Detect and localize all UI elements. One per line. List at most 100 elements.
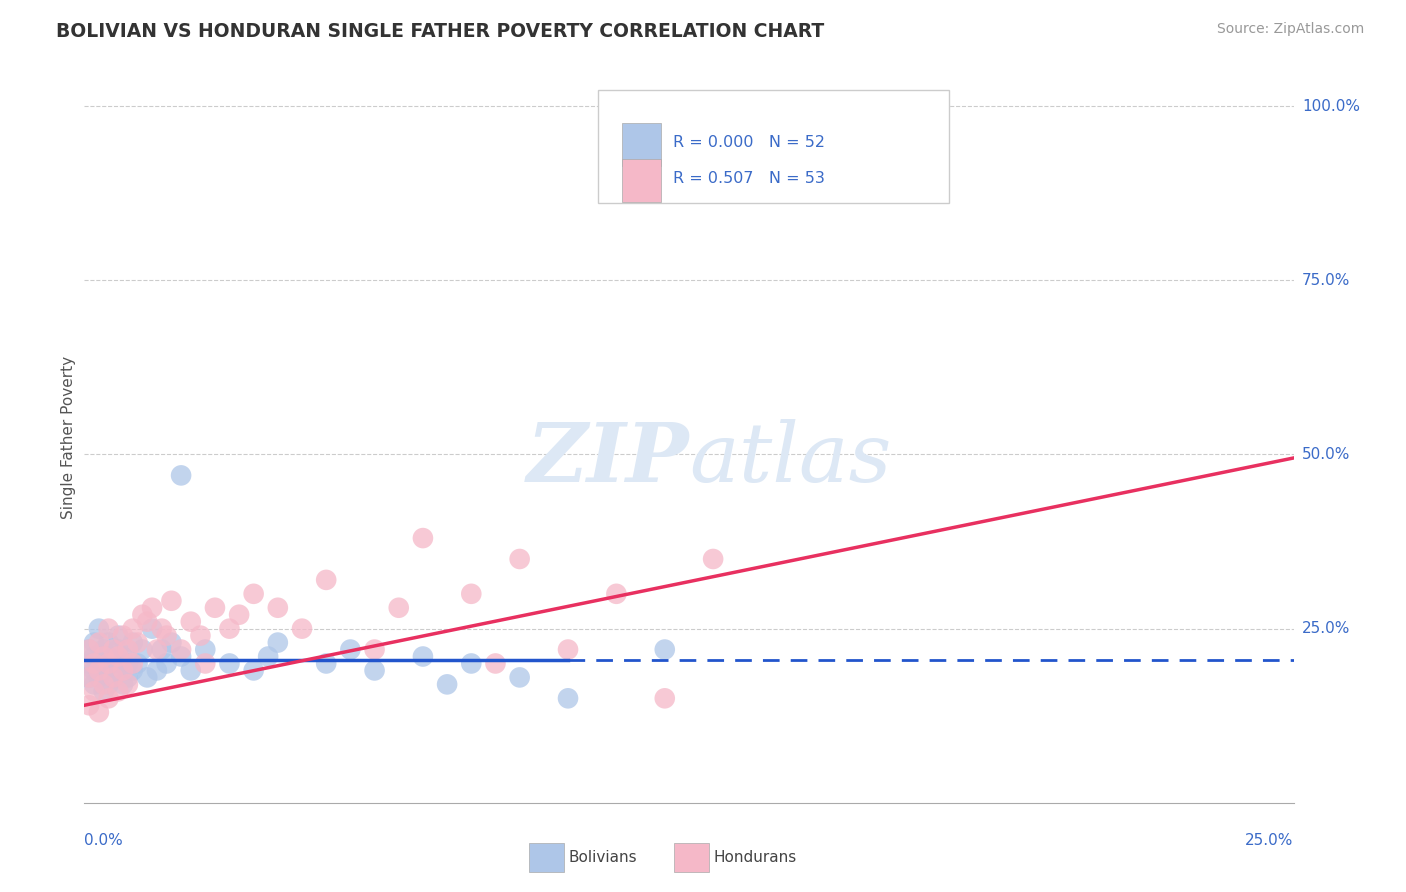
Text: ZIP: ZIP bbox=[526, 419, 689, 499]
Point bbox=[103, 642, 125, 657]
Text: Source: ZipAtlas.com: Source: ZipAtlas.com bbox=[1216, 22, 1364, 37]
Point bbox=[146, 664, 169, 678]
Point bbox=[257, 649, 280, 664]
Point bbox=[121, 635, 143, 649]
Point bbox=[136, 615, 159, 629]
Text: atlas: atlas bbox=[689, 419, 891, 499]
Point bbox=[242, 587, 264, 601]
Point bbox=[83, 635, 105, 649]
Point bbox=[141, 622, 163, 636]
Point bbox=[77, 698, 100, 713]
Point bbox=[155, 657, 177, 671]
FancyBboxPatch shape bbox=[599, 90, 949, 203]
Point bbox=[267, 635, 290, 649]
Point bbox=[87, 622, 110, 636]
Point bbox=[77, 657, 100, 671]
Point bbox=[127, 657, 149, 671]
Point bbox=[77, 670, 100, 684]
Point bbox=[117, 657, 139, 671]
Point bbox=[112, 664, 135, 678]
Point bbox=[160, 635, 183, 649]
Point bbox=[87, 705, 110, 719]
Point bbox=[121, 622, 143, 636]
Point bbox=[150, 642, 173, 657]
Point bbox=[460, 657, 482, 671]
Point bbox=[150, 622, 173, 636]
Point bbox=[136, 670, 159, 684]
Point bbox=[107, 649, 129, 664]
Point bbox=[654, 691, 676, 706]
Point bbox=[93, 664, 115, 678]
Point bbox=[97, 635, 120, 649]
Point bbox=[131, 642, 153, 657]
Point bbox=[77, 642, 100, 657]
Point bbox=[97, 691, 120, 706]
Point bbox=[160, 594, 183, 608]
Point bbox=[194, 657, 217, 671]
Point bbox=[77, 642, 100, 657]
Point bbox=[127, 635, 149, 649]
Point bbox=[155, 629, 177, 643]
Point bbox=[436, 677, 458, 691]
Point bbox=[117, 677, 139, 691]
Point bbox=[97, 677, 120, 691]
Point bbox=[121, 657, 143, 671]
Point bbox=[107, 664, 129, 678]
Point bbox=[339, 642, 361, 657]
Point bbox=[83, 684, 105, 698]
Point bbox=[87, 670, 110, 684]
Point bbox=[83, 677, 105, 691]
Point bbox=[180, 664, 202, 678]
FancyBboxPatch shape bbox=[623, 123, 661, 166]
Point bbox=[557, 691, 579, 706]
Point bbox=[121, 664, 143, 678]
Point bbox=[388, 600, 411, 615]
Point bbox=[180, 615, 202, 629]
Point bbox=[93, 677, 115, 691]
Point bbox=[112, 677, 135, 691]
Point bbox=[83, 664, 105, 678]
Point bbox=[654, 642, 676, 657]
Point bbox=[103, 670, 125, 684]
Point bbox=[97, 657, 120, 671]
Point bbox=[412, 649, 434, 664]
Point bbox=[267, 600, 290, 615]
Text: Hondurans: Hondurans bbox=[713, 850, 796, 865]
Point bbox=[194, 642, 217, 657]
Point bbox=[87, 635, 110, 649]
Point bbox=[131, 607, 153, 622]
Point bbox=[363, 642, 385, 657]
Point bbox=[97, 649, 120, 664]
Text: 25.0%: 25.0% bbox=[1302, 621, 1350, 636]
Point bbox=[204, 600, 226, 615]
Point bbox=[103, 657, 125, 671]
Point bbox=[107, 684, 129, 698]
Point bbox=[93, 684, 115, 698]
Point bbox=[93, 642, 115, 657]
Point bbox=[291, 622, 314, 636]
Point bbox=[509, 670, 531, 684]
Point bbox=[93, 649, 115, 664]
Point bbox=[509, 552, 531, 566]
Point bbox=[557, 642, 579, 657]
Point bbox=[141, 600, 163, 615]
FancyBboxPatch shape bbox=[623, 160, 661, 202]
Text: BOLIVIAN VS HONDURAN SINGLE FATHER POVERTY CORRELATION CHART: BOLIVIAN VS HONDURAN SINGLE FATHER POVER… bbox=[56, 22, 824, 41]
Point bbox=[412, 531, 434, 545]
Point bbox=[218, 657, 240, 671]
Point bbox=[242, 664, 264, 678]
Point bbox=[112, 649, 135, 664]
Point bbox=[107, 629, 129, 643]
Text: Bolivians: Bolivians bbox=[568, 850, 637, 865]
Point bbox=[460, 587, 482, 601]
Point bbox=[190, 629, 212, 643]
Text: R = 0.507   N = 53: R = 0.507 N = 53 bbox=[673, 171, 825, 186]
Y-axis label: Single Father Poverty: Single Father Poverty bbox=[60, 356, 76, 518]
Point bbox=[77, 670, 100, 684]
Point bbox=[112, 629, 135, 643]
Point bbox=[228, 607, 250, 622]
Point bbox=[315, 573, 337, 587]
Point bbox=[702, 161, 724, 176]
Point bbox=[107, 642, 129, 657]
Point bbox=[702, 552, 724, 566]
